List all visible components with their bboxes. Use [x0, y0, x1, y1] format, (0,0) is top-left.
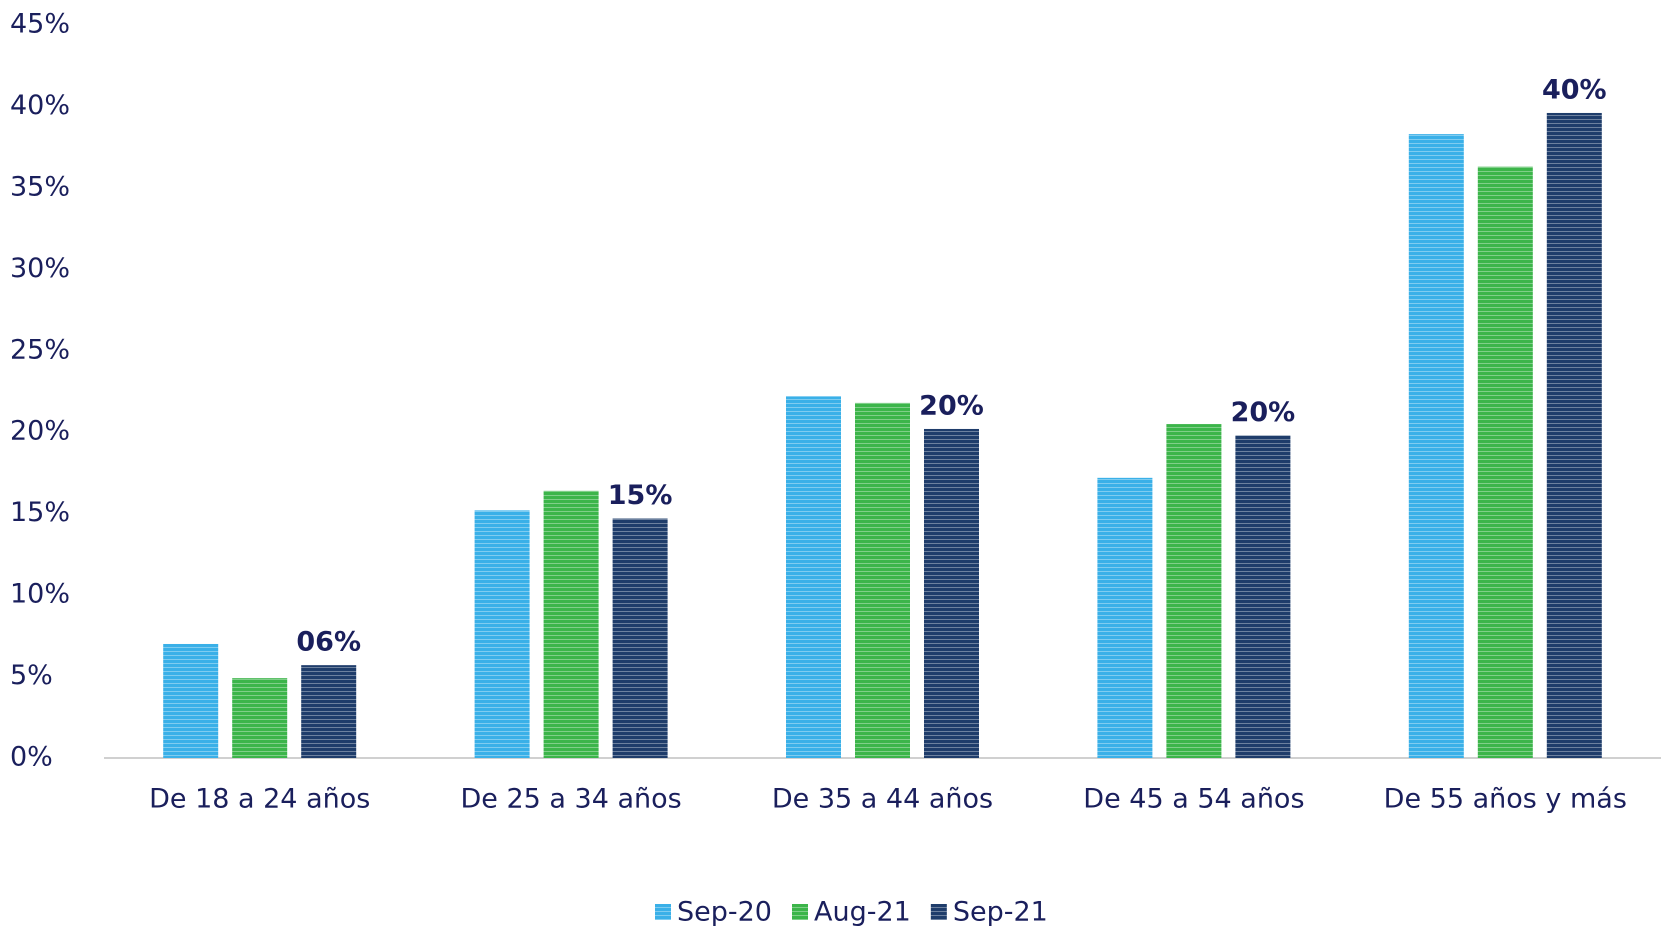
y-tick-label: 45%: [10, 9, 70, 40]
bar: [1477, 166, 1533, 759]
value-label: 06%: [296, 627, 361, 658]
y-tick-label: 0%: [10, 742, 53, 773]
bar: [786, 396, 841, 758]
x-tick-label: De 45 a 54 años: [1083, 784, 1304, 815]
legend-swatch: [655, 904, 671, 920]
bar: [1166, 424, 1222, 758]
bar: [232, 678, 288, 758]
bar: [612, 518, 668, 758]
y-tick-label: 25%: [10, 334, 70, 365]
y-tick-label: 40%: [10, 90, 70, 121]
x-tick-label: De 18 a 24 años: [149, 784, 370, 815]
legend-label: Aug-21: [814, 897, 911, 928]
legend-label: Sep-20: [677, 897, 772, 928]
value-label: 15%: [608, 480, 673, 511]
y-tick-label: 15%: [10, 497, 70, 528]
y-tick-label: 30%: [10, 253, 70, 284]
y-tick-label: 20%: [10, 416, 70, 447]
legend-swatch: [792, 904, 808, 920]
bar: [1235, 435, 1291, 758]
value-label: 20%: [1231, 397, 1296, 428]
bar: [855, 402, 910, 758]
value-label: 40%: [1542, 74, 1607, 105]
bar: [1097, 477, 1153, 758]
bar: [301, 665, 357, 758]
bar: [474, 510, 530, 758]
bar: [924, 428, 979, 758]
bar: [543, 490, 599, 758]
y-tick-label: 5%: [10, 660, 53, 691]
x-tick-label: De 35 a 44 años: [772, 784, 993, 815]
value-label: 20%: [919, 390, 984, 421]
y-tick-label: 10%: [10, 579, 70, 610]
legend-swatch: [930, 904, 947, 920]
x-tick-label: De 25 a 34 años: [460, 784, 681, 815]
bar: [1546, 112, 1602, 758]
bar: [1408, 134, 1464, 758]
x-tick-label: De 55 años y más: [1384, 784, 1627, 815]
y-tick-label: 35%: [10, 171, 70, 202]
legend-label: Sep-21: [953, 897, 1048, 928]
bar: [163, 643, 219, 758]
